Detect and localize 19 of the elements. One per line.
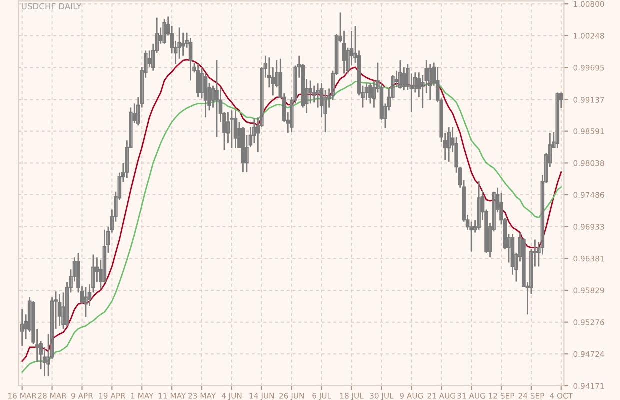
candlestick [188, 37, 193, 82]
candlestick [84, 286, 88, 318]
candlestick [178, 27, 182, 60]
candlestick [447, 126, 451, 163]
candlestick [196, 63, 200, 98]
candlestick [477, 180, 481, 231]
candlestick [368, 82, 372, 104]
candlestick [234, 110, 238, 149]
chart-title: USDCHF DAILY [22, 3, 82, 10]
candlestick [342, 30, 346, 74]
candlestick [398, 60, 402, 90]
candlestick [230, 110, 234, 149]
candlestick [316, 82, 320, 108]
candlestick [215, 60, 219, 138]
candlestick [428, 63, 432, 101]
candlestick [20, 308, 24, 347]
candlestick [556, 92, 560, 149]
candlestick [162, 18, 166, 45]
candlestick [58, 294, 62, 327]
